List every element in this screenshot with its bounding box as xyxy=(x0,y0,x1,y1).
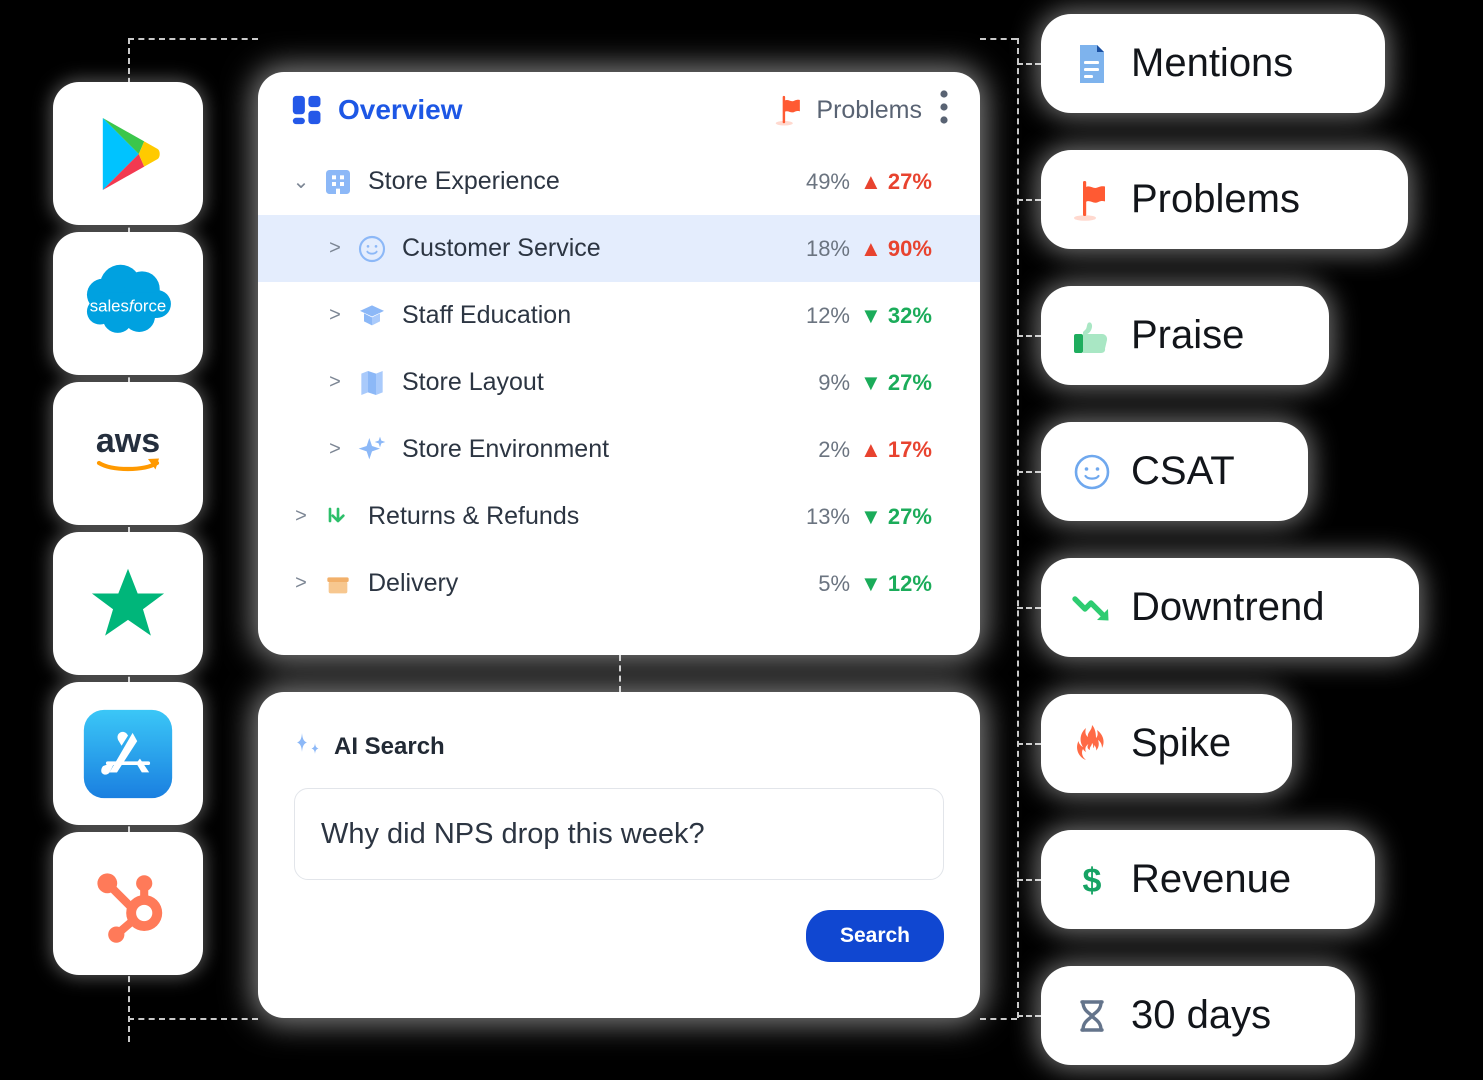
svg-text:salesforce: salesforce xyxy=(90,296,167,315)
svg-text:aws: aws xyxy=(96,422,160,460)
svg-text:$: $ xyxy=(1083,862,1102,900)
